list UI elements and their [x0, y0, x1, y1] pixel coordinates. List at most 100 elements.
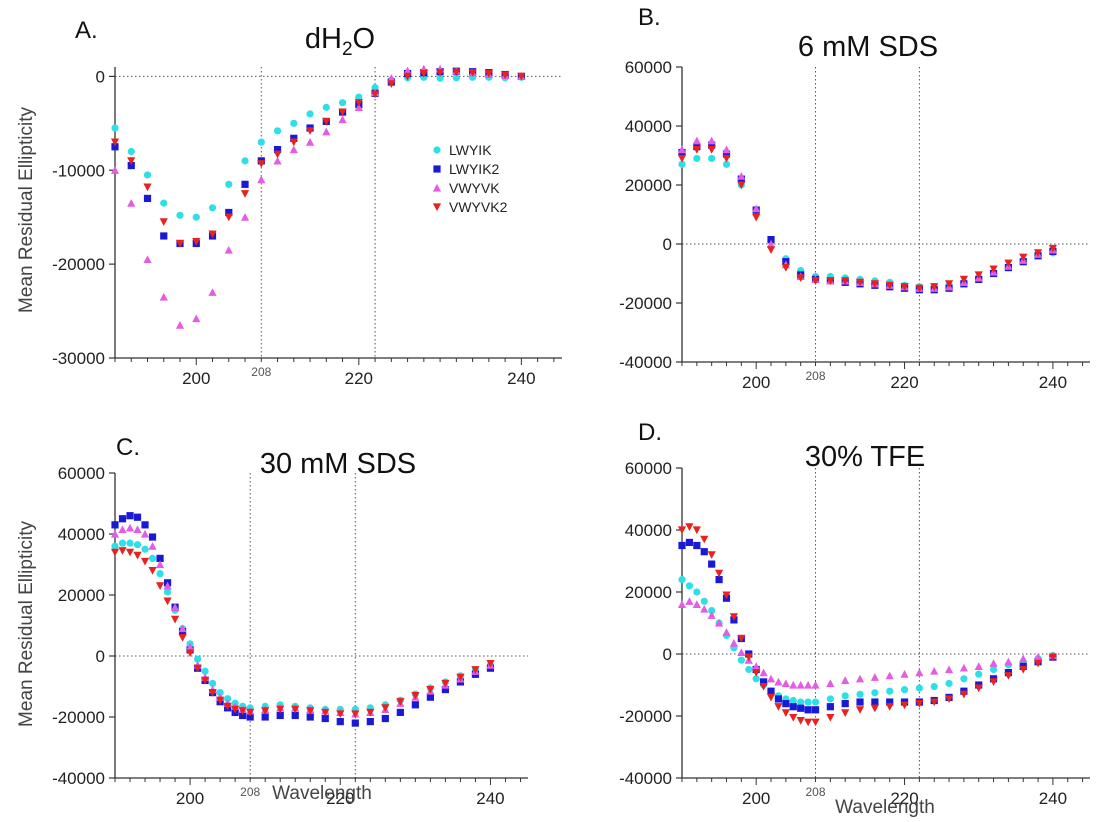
data-point [192, 213, 200, 221]
x-tick-label: 200 [742, 789, 770, 808]
y-tick-label: 60000 [58, 464, 105, 483]
data-point [737, 634, 746, 643]
data-point [452, 74, 460, 82]
data-point [826, 695, 834, 703]
data-point [855, 674, 865, 683]
panel-letter: C. [116, 434, 140, 461]
data-point [127, 161, 135, 170]
data-point [452, 68, 461, 77]
data-point [239, 711, 247, 720]
y-axis-label: Mean Residual Ellipticity [16, 107, 37, 313]
series-vwyvk2 [677, 146, 1058, 293]
data-point [338, 115, 347, 124]
data-point [517, 72, 526, 81]
data-point [826, 713, 835, 722]
data-point [789, 680, 798, 689]
data-point [273, 156, 282, 165]
data-point [192, 314, 201, 323]
data-point [273, 150, 282, 159]
data-point [118, 515, 127, 523]
y-tick-label: 40000 [58, 525, 105, 544]
data-point [225, 180, 233, 188]
reference-line-label: 208 [251, 365, 271, 379]
data-point [1004, 259, 1013, 268]
reference-line-label: 208 [240, 785, 260, 799]
data-point [163, 588, 172, 596]
data-point [752, 204, 761, 213]
legend-marker [432, 203, 442, 212]
data-point [185, 642, 195, 651]
data-point [737, 648, 746, 657]
data-point [708, 141, 716, 149]
data-point [796, 717, 805, 725]
data-point [111, 143, 119, 151]
data-point [677, 600, 687, 608]
data-point [871, 689, 879, 697]
series-lwyik [678, 576, 1057, 706]
data-point [752, 213, 761, 222]
panel-a: 208 0 -10000 -20000 -30000 200 220 240 A. dH2O Mea… [16, 17, 562, 388]
data-point [208, 230, 217, 239]
y-tick-label: 0 [663, 235, 672, 254]
data-point [796, 680, 805, 689]
data-point [148, 542, 157, 550]
legend-label: VWYVK [449, 180, 500, 196]
data-point [722, 591, 731, 600]
data-point [707, 551, 716, 559]
data-point [396, 708, 404, 717]
data-point [201, 667, 209, 675]
data-point [411, 701, 419, 709]
data-point [351, 710, 360, 719]
data-point [722, 145, 731, 154]
data-point [159, 218, 168, 226]
x-tick-label: 240 [1039, 789, 1067, 808]
series-lwyik2 [678, 141, 1057, 294]
x-tick-label: 220 [345, 369, 373, 388]
data-point [387, 80, 396, 88]
y-tick-label: -40000 [52, 769, 105, 788]
data-point [241, 157, 249, 165]
x-tick-label: 240 [476, 789, 504, 808]
data-point [224, 245, 233, 254]
data-point [225, 208, 233, 217]
data-point [870, 673, 879, 681]
data-point [322, 103, 330, 111]
data-point [959, 275, 968, 284]
data-point [208, 288, 217, 296]
data-point [291, 711, 299, 720]
x-tick-label: 220 [890, 789, 918, 808]
data-point [855, 706, 865, 714]
data-point [826, 277, 835, 285]
data-point [722, 160, 731, 168]
data-point [870, 280, 879, 288]
data-point [110, 138, 120, 147]
data-point [944, 280, 954, 288]
data-point [133, 513, 142, 521]
data-point [133, 551, 142, 560]
data-point [125, 548, 135, 557]
y-tick-label: -40000 [619, 769, 672, 788]
data-point [351, 719, 359, 727]
data-point [110, 548, 120, 557]
panel-letter: B. [638, 4, 661, 31]
reference-line-label: 208 [806, 785, 826, 799]
data-point [216, 696, 225, 705]
y-tick-label: 20000 [58, 586, 105, 605]
data-point [1019, 654, 1028, 663]
data-point [886, 687, 894, 695]
data-point [715, 576, 723, 584]
data-point [133, 525, 142, 534]
data-point [685, 582, 694, 590]
data-point [677, 154, 687, 163]
data-point [163, 581, 172, 590]
panel-title: dH2O [305, 23, 375, 60]
data-point [737, 181, 746, 190]
data-point [759, 682, 768, 691]
data-point [160, 199, 168, 207]
data-point [767, 687, 775, 695]
y-tick-label: 20000 [625, 176, 672, 195]
data-point [176, 211, 184, 219]
data-point [930, 666, 939, 675]
series-vwyvk [677, 136, 1058, 292]
data-point [974, 662, 983, 670]
